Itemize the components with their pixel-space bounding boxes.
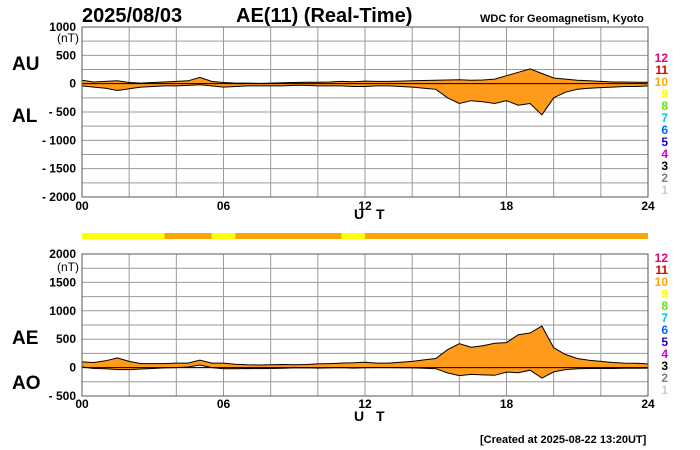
- y-tick-label: 500: [56, 332, 76, 346]
- legend-value-4: 4: [661, 147, 668, 161]
- ae-label: AE: [12, 328, 38, 349]
- y-tick-label: - 2000: [42, 190, 76, 204]
- al-label: AL: [12, 106, 38, 127]
- legend-value-9: 9: [661, 87, 668, 101]
- x-tick-label: 00: [75, 397, 89, 411]
- legend-value-7: 7: [661, 111, 668, 125]
- credit-label: WDC for Geomagnetism, Kyoto: [480, 13, 644, 25]
- y-tick-label: 0: [69, 77, 76, 91]
- legend-value-4: 4: [661, 347, 668, 361]
- y-tick-label: 1000: [49, 304, 76, 318]
- legend-value-6: 6: [661, 323, 668, 337]
- y-tick-label: 1500: [49, 275, 76, 289]
- area-au-al: [82, 68, 648, 115]
- series-line-au: [81, 68, 648, 84]
- station-bar-segment: [211, 233, 236, 239]
- x-tick-label: 24: [641, 397, 655, 411]
- legend-value-10: 10: [655, 75, 669, 89]
- fill-ae-ao: [81, 325, 649, 379]
- legend-value-1: 1: [661, 383, 668, 397]
- chart-date: 2025/08/03: [82, 5, 182, 27]
- legend-value-5: 5: [661, 335, 668, 349]
- x-tick-label: 00: [75, 199, 89, 213]
- legend-value-11: 11: [655, 263, 668, 277]
- y-tick-label: - 1000: [42, 133, 76, 147]
- y-tick-label: 2000: [49, 247, 76, 261]
- legend-value-8: 8: [661, 299, 668, 313]
- y-tick-label: - 1500: [42, 162, 76, 176]
- ao-label: AO: [12, 373, 41, 394]
- y-tick-label: 500: [56, 48, 76, 62]
- legend-value-3: 3: [661, 159, 668, 173]
- plot-frame: [81, 26, 649, 198]
- station-count-bar: [82, 233, 648, 239]
- chart-title: AE(11) (Real-Time): [236, 5, 412, 27]
- x-tick-label: 24: [641, 199, 655, 213]
- au-label: AU: [12, 54, 39, 75]
- legend-value-5: 5: [661, 135, 668, 149]
- legend-value-12: 12: [655, 251, 669, 265]
- plot-frame: [81, 253, 649, 397]
- grid-ae-ao: [81, 253, 649, 397]
- series-line-ae: [81, 325, 649, 366]
- series-line-al: [81, 84, 649, 116]
- x-tick-label: 12: [358, 397, 372, 411]
- legend-value-6: 6: [661, 123, 668, 137]
- legend-value-10: 10: [655, 275, 669, 289]
- x-tick-label: 12: [358, 199, 372, 213]
- legend-value-7: 7: [661, 311, 668, 325]
- fill-au-al: [81, 68, 649, 116]
- x-tick-label: 18: [500, 199, 514, 213]
- y-tick-label: - 500: [49, 389, 77, 403]
- legend-value-1: 1: [661, 183, 668, 197]
- y-unit-label-bottom: (nT): [57, 260, 79, 274]
- station-bar-segment: [82, 233, 165, 239]
- x-tick-label: 18: [500, 397, 514, 411]
- station-bar-segment: [164, 233, 212, 239]
- x-tick-label: 06: [217, 199, 231, 213]
- legend-value-2: 2: [661, 171, 668, 185]
- x-tick-label: 06: [217, 397, 231, 411]
- grid-au-al: [81, 26, 649, 198]
- station-bar-segment: [365, 233, 648, 239]
- legend-value-11: 11: [655, 63, 668, 77]
- area-ae-ao: [82, 326, 648, 379]
- station-bar-segment: [341, 233, 365, 239]
- x-axis-label-bottom: U T: [354, 408, 389, 424]
- created-timestamp: [Created at 2025-08-22 13:20UT]: [480, 434, 647, 446]
- y-tick-label: 0: [69, 361, 76, 375]
- legend-value-8: 8: [661, 99, 668, 113]
- x-axis-label-top: U T: [354, 206, 389, 222]
- legend-value-12: 12: [655, 51, 669, 65]
- legend-value-2: 2: [661, 371, 668, 385]
- legend-value-3: 3: [661, 359, 668, 373]
- y-tick-label: 1000: [49, 20, 76, 34]
- y-tick-label: - 500: [49, 105, 77, 119]
- y-unit-label-top: (nT): [57, 31, 79, 45]
- legend-value-9: 9: [661, 287, 668, 301]
- station-bar-segment: [235, 233, 342, 239]
